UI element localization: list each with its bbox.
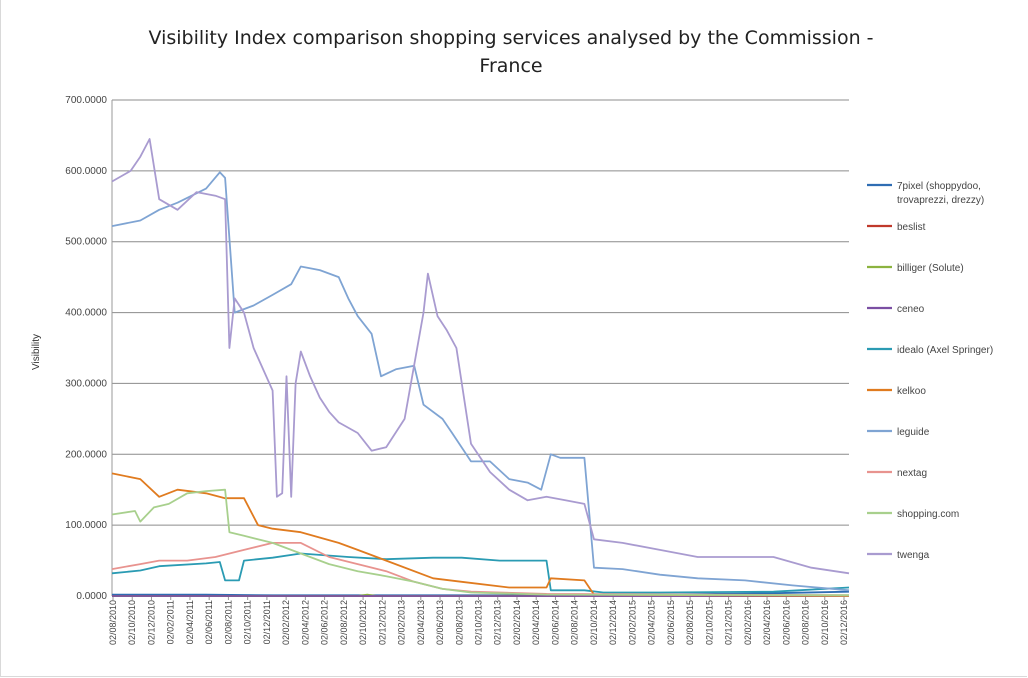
y-tick-label: 600.0000 [65, 166, 107, 177]
x-tick-label: 02/08/2014 [570, 600, 580, 645]
y-tick-label: 300.0000 [65, 378, 107, 389]
series-line [111, 552, 850, 594]
x-tick-label: 02/10/2016 [820, 600, 830, 645]
x-tick-label: 02/08/2010 [108, 600, 118, 645]
legend-label: kelkoo [897, 386, 926, 397]
x-tick-label: 02/02/2013 [397, 600, 407, 645]
series-lines [111, 138, 850, 597]
legend-label: shopping.com [897, 509, 959, 520]
x-tick-label: 02/04/2015 [647, 600, 657, 645]
x-tick-label: 02/04/2013 [416, 600, 426, 645]
x-tick-label: 02/04/2012 [300, 600, 310, 645]
legend-label: idealo (Axel Springer) [897, 345, 993, 356]
x-tick-label: 02/10/2014 [589, 600, 599, 645]
x-tick-label: 02/02/2016 [743, 600, 753, 645]
x-tick-label: 02/12/2013 [493, 600, 503, 645]
x-tick-label: 02/12/2015 [724, 600, 734, 645]
x-tick-labels: 02/08/2010 02/10/2010 02/12/2010 02/02/2011… [108, 596, 849, 645]
x-tick-label: 02/10/2012 [358, 600, 368, 645]
x-tick-label: 02/10/2013 [474, 600, 484, 645]
x-tick-label: 02/04/2014 [531, 600, 541, 645]
x-tick-label: 02/10/2010 [127, 600, 137, 645]
x-tick-label: 02/06/2012 [320, 600, 330, 645]
y-tick-label: 700.0000 [65, 95, 107, 106]
y-axis-label: Visibility [31, 334, 42, 370]
legend-label: leguide [897, 427, 930, 438]
x-tick-label: 02/02/2011 [166, 600, 176, 644]
series-line [111, 472, 850, 597]
y-tick-label: 200.0000 [65, 449, 107, 460]
x-tick-label: 02/04/2016 [762, 600, 772, 645]
x-tick-label: 02/08/2011 [223, 600, 233, 644]
x-tick-label: 02/06/2013 [435, 600, 445, 645]
y-tick-label: 500.0000 [65, 237, 107, 248]
x-tick-label: 02/08/2015 [685, 600, 695, 645]
x-tick-label: 02/06/2015 [666, 600, 676, 645]
x-tick-label: 02/10/2015 [704, 600, 714, 645]
x-tick-label: 02/02/2012 [281, 600, 291, 645]
x-tick-label: 02/12/2011 [262, 600, 272, 644]
x-tick-label: 02/12/2016 [839, 600, 849, 645]
legend-label: 7pixel (shoppydoo, trovaprezzi, drezzy) [897, 181, 984, 206]
x-tick-label: 02/02/2015 [627, 600, 637, 645]
x-tick-label: 02/06/2014 [550, 600, 560, 645]
x-tick-label: 02/12/2010 [146, 600, 156, 645]
x-tick-label: 02/12/2012 [377, 600, 387, 645]
chart-title-line-1: Visibility Index comparison shopping ser… [148, 27, 873, 49]
x-tick-label: 02/06/2011 [204, 600, 214, 644]
x-tick-label: 02/08/2016 [801, 600, 811, 645]
x-tick-label: 02/06/2016 [781, 600, 791, 645]
x-tick-label: 02/04/2011 [185, 600, 195, 644]
legend-label: billiger (Solute) [897, 263, 964, 274]
series-line [111, 138, 850, 575]
x-tick-label: 02/08/2013 [454, 600, 464, 645]
legend-label: ceneo [897, 304, 925, 315]
y-tick-labels: 0.0000 100.0000 200.0000 300.0000 400.0000 50… [65, 95, 107, 602]
x-tick-label: 02/12/2014 [608, 600, 618, 645]
y-tick-label: 0.0000 [76, 591, 107, 602]
legend-label: twenga [897, 550, 930, 561]
y-tick-label: 400.0000 [65, 308, 107, 319]
legend-label: beslist [897, 222, 926, 233]
x-tick-label: 02/10/2011 [243, 600, 253, 644]
x-tick-label: 02/08/2012 [339, 600, 349, 645]
legend: 7pixel (shoppydoo, trovaprezzi, drezzy) be… [867, 181, 993, 561]
series-line [111, 171, 850, 592]
x-tick-label: 02/02/2014 [512, 600, 522, 645]
legend-label: nextag [897, 468, 927, 479]
series-line [111, 488, 850, 597]
chart-title-line-2: France [479, 55, 542, 77]
y-tick-label: 100.0000 [65, 520, 107, 531]
